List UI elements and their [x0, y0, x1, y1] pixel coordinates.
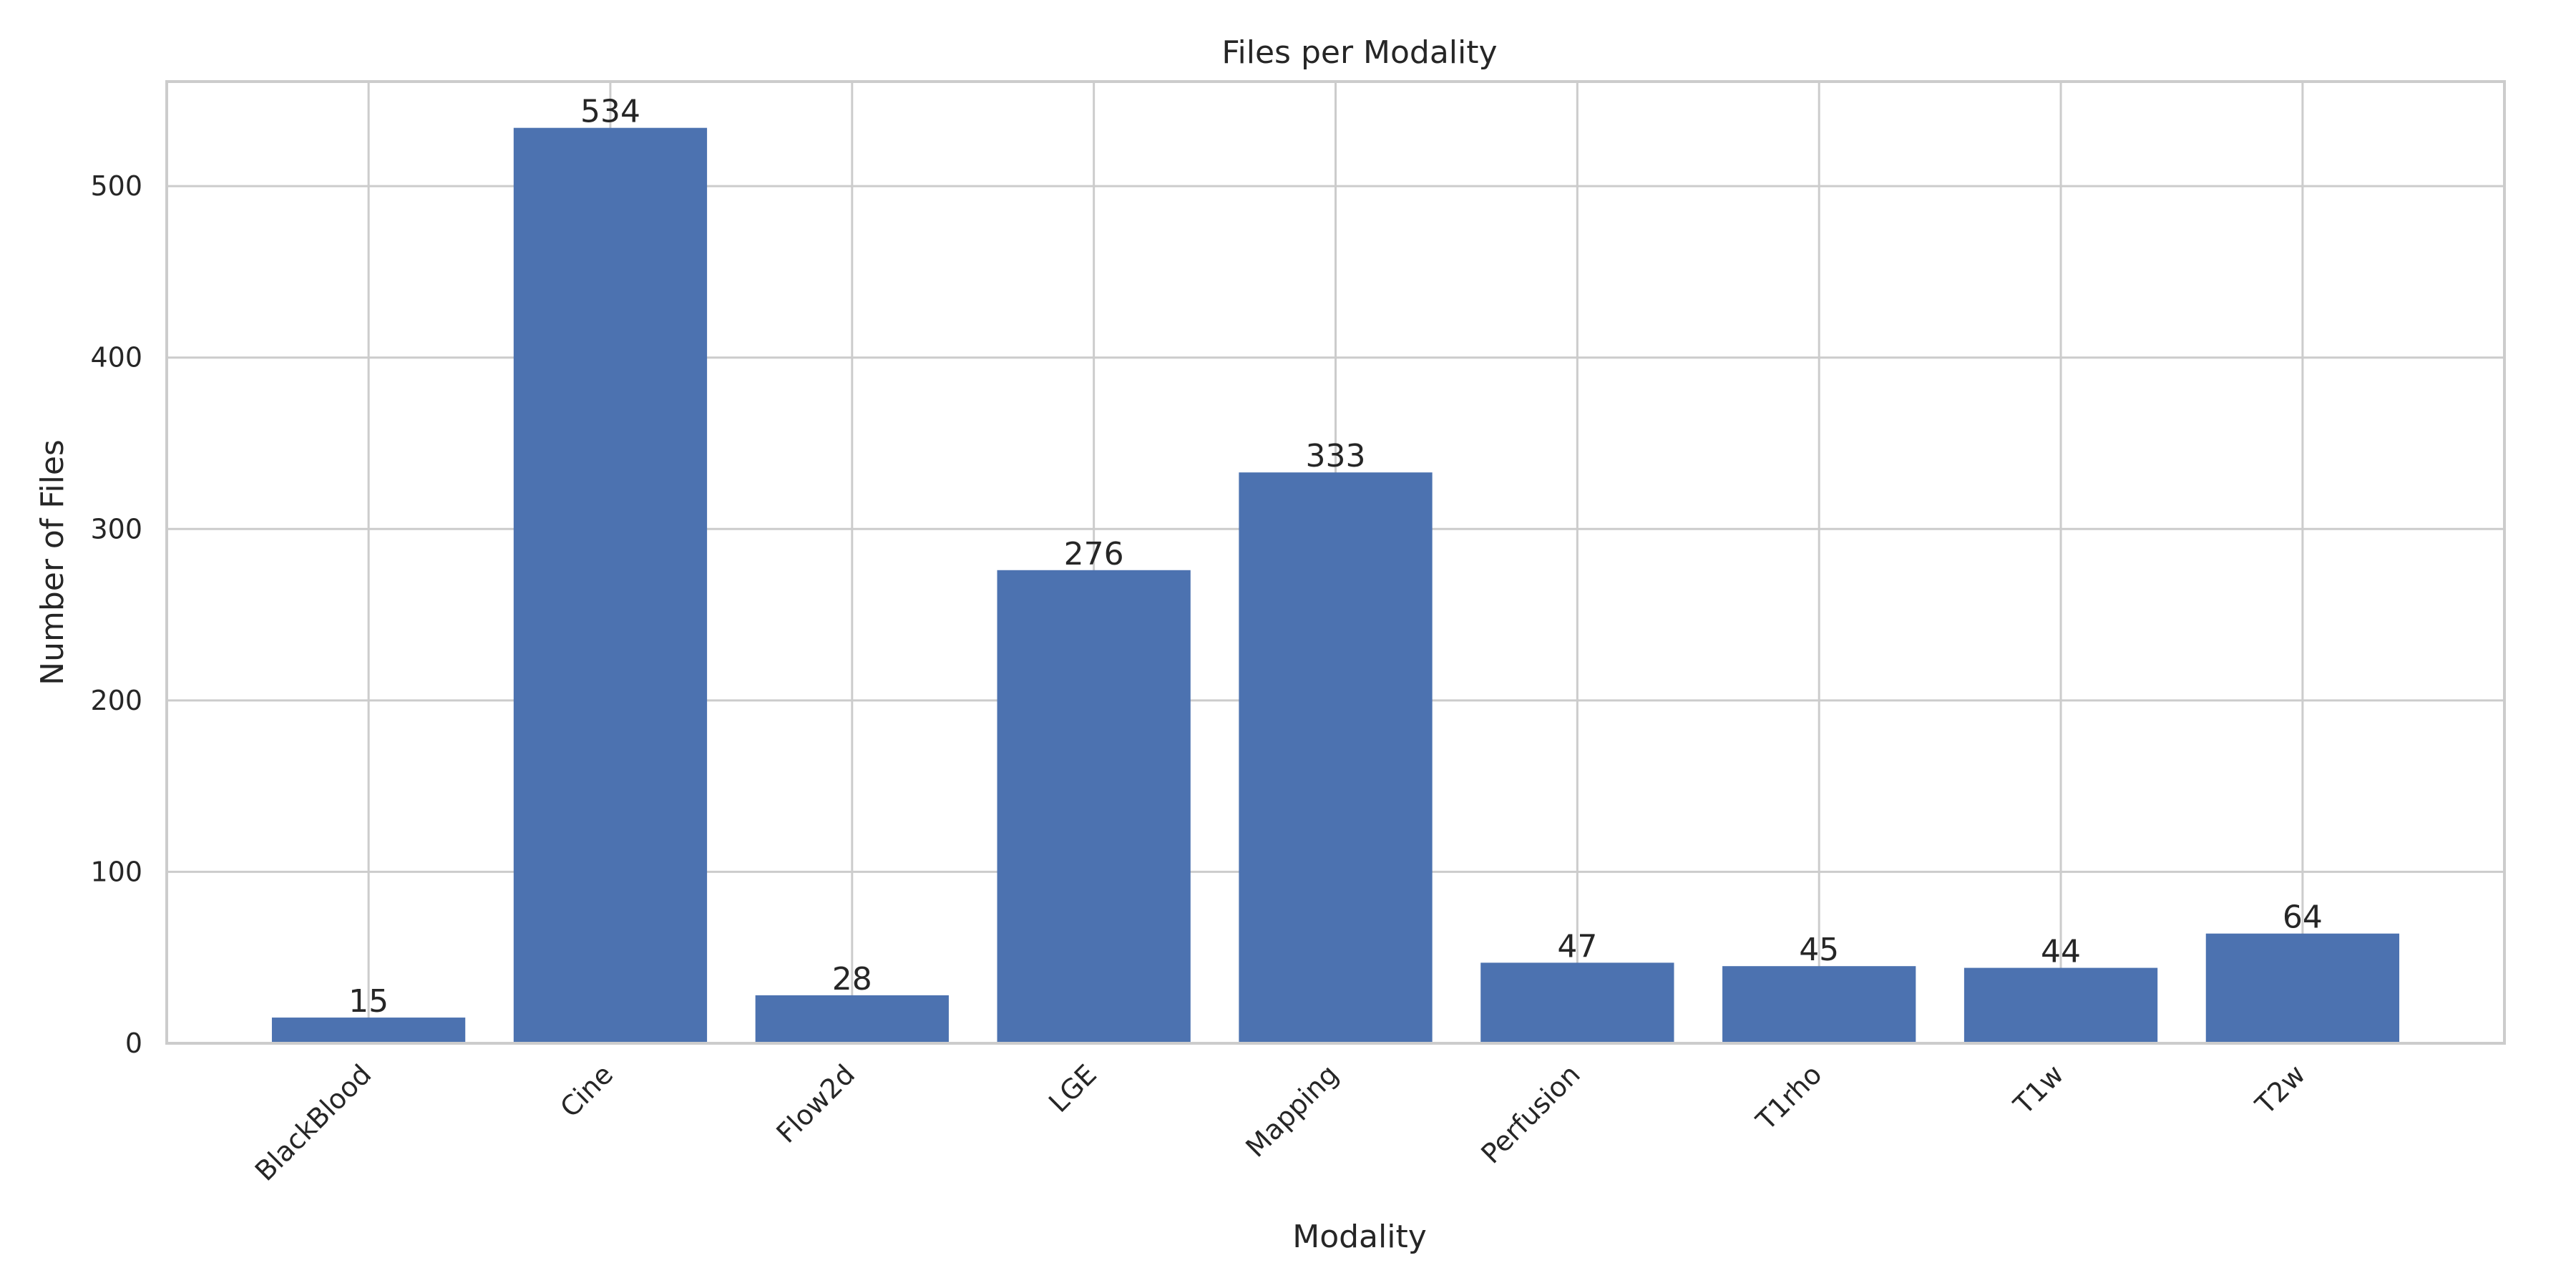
y-tick-label: 500: [90, 170, 142, 202]
x-tick-label-t1rho: T1rho: [1750, 1058, 1828, 1136]
bar-cine: [513, 127, 708, 1044]
bar-t1rho: [1722, 966, 1916, 1043]
y-tick-label: 300: [90, 513, 142, 545]
bar-blackblood: [271, 1018, 466, 1043]
x-tick-label-lge: LGE: [1043, 1058, 1103, 1118]
bar-t2w: [2205, 933, 2400, 1043]
bar-value-label-mapping: 333: [1306, 438, 1366, 474]
x-tick-label-flow2d: Flow2d: [771, 1058, 862, 1149]
y-axis-ticks: 0 100 200 300 400 500: [90, 170, 142, 1059]
bar-value-label-t1w: 44: [2041, 934, 2081, 970]
x-tick-label-t2w: T2w: [2249, 1058, 2311, 1121]
y-tick-label: 0: [125, 1028, 142, 1059]
x-tick-label-mapping: Mapping: [1239, 1058, 1344, 1163]
bar-value-label-blackblood: 15: [348, 983, 389, 1020]
bar-value-labels: 15 534 28 276 333 47 45 44 64: [348, 94, 2323, 1020]
bar-value-label-cine: 534: [580, 94, 640, 130]
x-tick-label-t1w: T1w: [2007, 1058, 2069, 1121]
x-tick-label-blackblood: BlackBlood: [249, 1058, 378, 1187]
bar-value-label-t1rho: 45: [1799, 932, 1839, 968]
x-tick-label-perfusion: Perfusion: [1475, 1058, 1586, 1169]
bar-value-label-t2w: 64: [2283, 899, 2323, 936]
bar-value-label-perfusion: 47: [1557, 928, 1597, 965]
x-axis-ticks: BlackBlood Cine Flow2d LGE Mapping Perfusion T…: [249, 1058, 2311, 1187]
bar-flow2d: [755, 995, 949, 1043]
y-tick-label: 200: [90, 685, 142, 716]
plot-frame: [165, 80, 2506, 1045]
bars: [271, 127, 2400, 1044]
bar-lge: [997, 570, 1191, 1043]
x-axis-title: Modality: [1292, 1219, 1427, 1255]
bar-value-label-lge: 276: [1064, 536, 1124, 572]
x-tick-label-cine: Cine: [554, 1058, 619, 1123]
bar-t1w: [1963, 967, 2158, 1043]
chart-title: Files per Modality: [1221, 34, 1497, 71]
y-axis-title: Number of Files: [34, 439, 71, 686]
y-tick-label: 100: [90, 856, 142, 887]
y-tick-label: 400: [90, 342, 142, 374]
bar-value-label-flow2d: 28: [832, 961, 872, 997]
bar-mapping: [1239, 472, 1433, 1043]
bar-perfusion: [1480, 962, 1674, 1043]
